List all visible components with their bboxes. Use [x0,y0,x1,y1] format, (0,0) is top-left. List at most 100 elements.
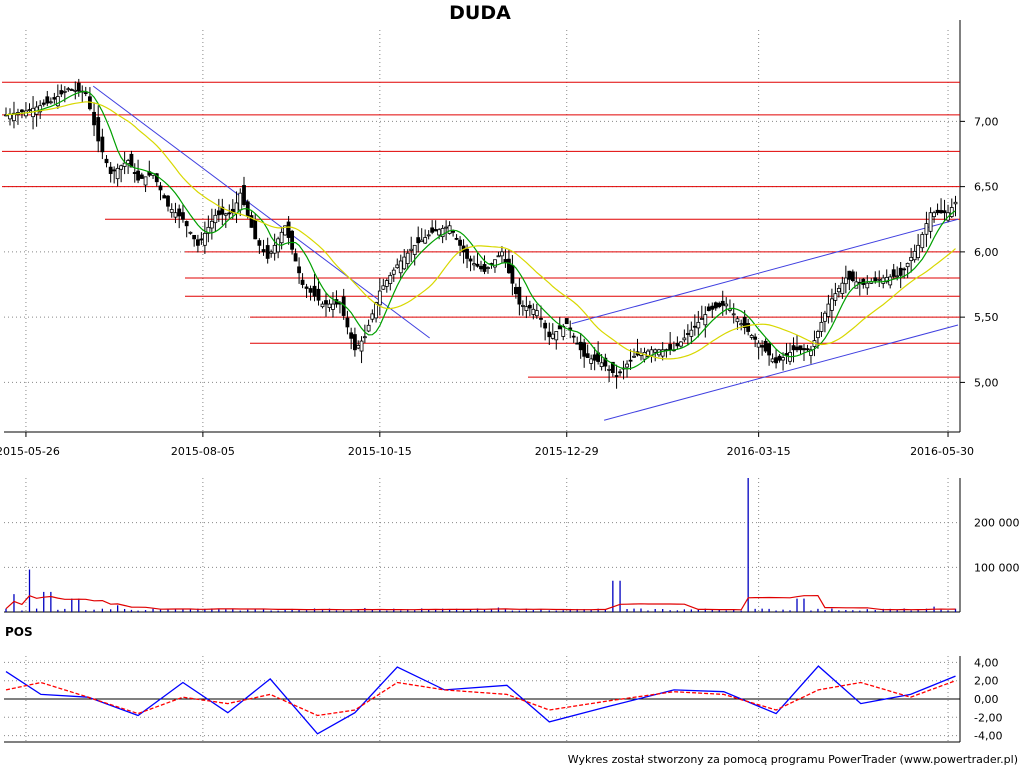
candle-body [527,304,532,309]
candle-body [253,219,258,240]
volume-average-line [5,594,956,611]
candle-body [451,230,455,233]
candle-body [503,259,508,263]
candle-body [416,237,421,244]
candle-body [607,368,611,371]
candle-body [384,280,389,287]
candle-body [412,244,417,255]
candle-body [188,231,193,234]
candle-body [909,256,914,261]
candle-body [316,288,321,301]
candle-body [45,96,50,104]
candle-body [405,252,410,264]
candle-body [139,174,144,179]
y-tick-label: 5,50 [974,311,999,324]
trend-line [603,324,959,421]
candle-body [220,206,225,215]
candle-body [891,269,896,277]
candle-body [628,359,633,362]
candle-body [675,342,680,347]
candle-body [642,351,647,360]
candle-body [774,357,778,364]
candle-body [500,251,504,257]
candle-body [213,214,218,224]
candle-body [286,221,291,238]
candle-body [184,221,189,227]
candle-body [847,270,852,280]
pos-line [5,665,956,735]
ma-long-line [5,101,956,360]
candle-body [829,298,834,311]
candle-body [388,274,393,284]
candle-body [550,333,555,339]
candle-body [742,316,747,328]
candle-body [585,353,590,359]
candle-body [359,340,364,352]
candle-body [374,302,378,319]
pos-tick-label: -4,00 [974,730,1002,743]
candle-body [784,353,789,356]
candle-body [802,348,806,351]
x-tick-label: 2015-10-15 [348,445,412,458]
candle-body [554,331,559,341]
candle-body [366,324,371,332]
x-tick-label: 2016-03-15 [727,445,791,458]
candle-body [682,337,687,341]
candle-body [582,342,587,357]
candle-body [706,306,711,312]
candle-body [578,341,583,351]
candle-body [592,354,597,361]
candle-body [916,244,921,259]
candle-body [136,170,140,181]
x-tick-label: 2016-05-30 [910,445,974,458]
candle-body [370,313,375,320]
volume-tick-label: 100 000 [974,561,1020,574]
candle-body [242,185,246,205]
candle-body [238,192,243,211]
candle-body [38,105,43,113]
candle-body [419,239,424,243]
candle-body [534,310,539,317]
candle-body [300,279,305,285]
candle-body [426,234,431,237]
pos-signal-line [5,680,956,717]
candle-body [169,209,174,213]
candle-body [826,303,831,317]
candle-body [290,230,294,250]
candle-body [809,349,813,356]
candle-body [767,343,771,356]
candle-body [547,331,552,338]
candle-body [308,288,313,293]
candle-body [493,259,497,268]
candle-body [905,262,910,268]
candle-body [73,89,78,92]
candle-body [935,209,940,214]
candle-body [486,267,490,269]
candle-body [575,342,580,345]
candle-body [653,349,658,353]
candle-body [531,308,536,315]
pos-tick-label: 2,00 [974,675,999,688]
trend-line [92,85,430,339]
candle-body [257,240,262,246]
candle-body [96,117,101,142]
candle-body [678,341,683,347]
candle-body [293,253,298,262]
candle-body [192,234,197,240]
candle-body [791,345,796,351]
volume-tick-label: 200 000 [974,517,1020,530]
candle-body [479,265,483,270]
candle-body [524,306,529,311]
candle-body [297,266,301,274]
candle-body [881,277,886,284]
candle-body [571,335,576,338]
pos-panel-label: POS [5,625,33,639]
trend-line [571,218,959,325]
candle-body [304,286,309,289]
candle-body [62,90,67,93]
candle-body [154,173,159,183]
candle-body [749,335,754,338]
candle-body [557,325,562,330]
candle-body [510,265,515,284]
candle-body [599,362,604,368]
